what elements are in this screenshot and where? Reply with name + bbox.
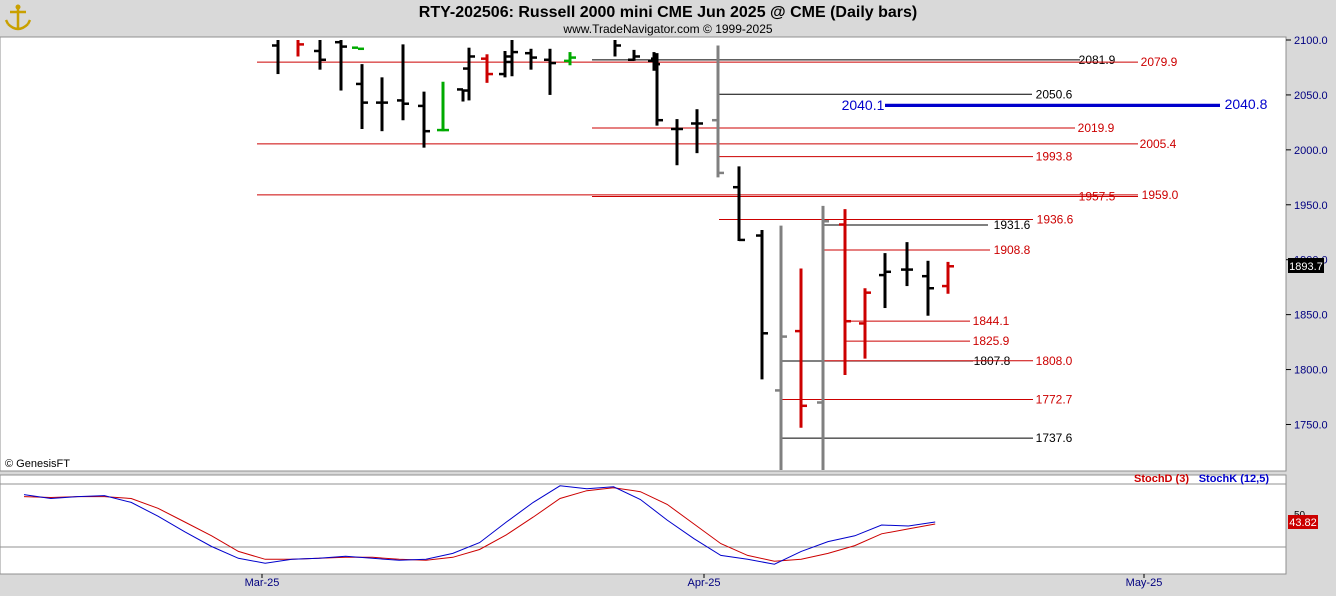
date-axis: Mar-25 Apr-25 May-25: [245, 574, 1163, 589]
price-tick-label: 1750.0: [1294, 419, 1328, 431]
date-tick-label: Mar-25: [245, 577, 280, 589]
level-label: 1825.9: [973, 334, 1010, 348]
level-label: 1936.6: [1037, 212, 1074, 226]
level-label: 2040.8: [1225, 96, 1268, 112]
level-label: 1808.0: [1036, 354, 1073, 368]
watermark: © GenesisFT: [5, 458, 70, 470]
price-tick-label: 2050.0: [1294, 90, 1328, 102]
stoch-value-badge: [1288, 515, 1318, 529]
stochk-legend: StochK (12,5): [1199, 473, 1270, 485]
level-label: 1957.5: [1079, 190, 1116, 204]
last-price-badge: [1288, 258, 1324, 273]
chart-title: RTY-202506: Russell 2000 mini CME Jun 20…: [419, 4, 917, 21]
level-label: 1993.8: [1036, 150, 1073, 164]
stoch-value: 43.82: [1289, 517, 1317, 529]
price-tick-label: 2100.0: [1294, 35, 1328, 47]
level-label: 2040.1: [842, 97, 885, 113]
stochastic-lines: [23, 485, 936, 565]
level-label: 1772.7: [1036, 393, 1073, 407]
chart-subtitle: www.TradeNavigator.com © 1999-2025: [562, 22, 772, 36]
last-price: 1893.7: [1289, 261, 1323, 273]
level-label: 1908.8: [994, 243, 1031, 257]
level-label: 2019.9: [1078, 121, 1115, 135]
price-axis: 2100.02050.02000.01950.01900.01850.01800…: [1286, 35, 1328, 431]
level-label: 2005.4: [1140, 137, 1177, 151]
level-label: 2079.9: [1141, 55, 1178, 69]
level-label: 1844.1: [973, 314, 1010, 328]
price-tick-label: 1950.0: [1294, 200, 1328, 212]
level-label: 2050.6: [1036, 87, 1073, 101]
logo-icon: [4, 3, 32, 33]
stochd-line: [23, 487, 936, 562]
level-label: 1737.6: [1036, 431, 1073, 445]
price-panel: [0, 36, 1287, 472]
stochd-legend: StochD (3): [1134, 473, 1189, 485]
level-label: 2081.9: [1079, 53, 1116, 67]
indicator-panel: [0, 474, 1287, 575]
stochk-line: [23, 485, 936, 565]
price-tick-label: 1800.0: [1294, 365, 1328, 377]
date-tick-label: May-25: [1126, 577, 1163, 589]
price-tick-label: 2000.0: [1294, 145, 1328, 157]
level-label: 1931.6: [994, 218, 1031, 232]
date-tick-label: Apr-25: [687, 577, 720, 589]
level-lines: 2081.9 2079.9 2050.6 2040.1 2040.8 2019.9 2005…: [257, 53, 1268, 445]
price-tick-label: 1850.0: [1294, 310, 1328, 322]
level-label: 1959.0: [1142, 188, 1179, 202]
price-bars: [272, 40, 954, 470]
